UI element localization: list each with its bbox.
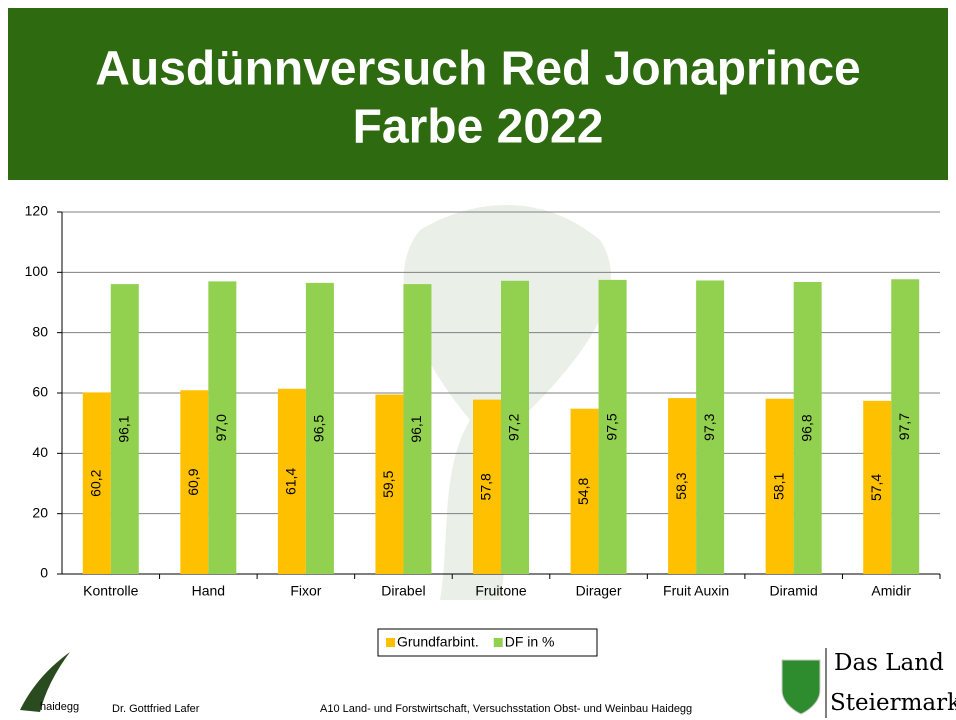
bar (82, 392, 111, 574)
chart-subtitle: Farbe 2022 (353, 101, 604, 154)
bar (598, 279, 627, 574)
bar (277, 388, 306, 574)
bar (765, 398, 794, 574)
x-tick-label: Dirabel (381, 583, 425, 599)
x-tick-label: Kontrolle (83, 583, 138, 599)
legend-swatch (386, 638, 395, 647)
haidegg-logo (20, 652, 70, 712)
author: Dr. Gottfried Lafer (112, 703, 200, 715)
bar (375, 394, 404, 574)
x-tick-label: Fruit Auxin (663, 583, 729, 599)
y-tick-label: 40 (32, 444, 48, 460)
x-tick-label: Amidir (871, 583, 911, 599)
value-label: 60,2 (87, 469, 103, 496)
value-label: 97,0 (213, 414, 229, 441)
x-tick-label: Diramid (770, 583, 818, 599)
x-tick-label: Dirager (576, 583, 622, 599)
bar (793, 281, 822, 574)
brand-line2: Steiermark (830, 690, 956, 716)
value-label: 96,1 (408, 415, 424, 442)
header-band (8, 8, 948, 180)
value-label: 57,8 (478, 473, 494, 500)
bar (696, 280, 725, 574)
value-label: 54,8 (575, 478, 591, 505)
bar (570, 408, 599, 574)
value-label: 61,4 (283, 468, 299, 495)
bar (180, 390, 209, 574)
x-tick-label: Hand (192, 583, 225, 599)
y-tick-label: 60 (32, 384, 48, 400)
institution: A10 Land- und Forstwirtschaft, Versuchss… (320, 703, 692, 715)
value-label: 60,9 (185, 468, 201, 495)
bar (403, 284, 432, 574)
value-label: 96,8 (798, 414, 814, 441)
coat-of-arms (781, 659, 821, 715)
value-label: 97,2 (506, 414, 522, 441)
bar (110, 284, 139, 574)
y-tick-label: 100 (25, 263, 49, 279)
chart-title: Ausdünnversuch Red Jonaprince (95, 43, 861, 96)
bar (305, 282, 334, 574)
bar (863, 400, 892, 574)
value-label: 58,3 (673, 472, 689, 499)
bar (891, 279, 920, 574)
bar (208, 281, 237, 574)
y-tick-label: 120 (25, 203, 49, 219)
y-tick-label: 80 (32, 323, 48, 339)
bar (501, 280, 529, 574)
value-label: 96,1 (115, 415, 131, 442)
value-label: 97,7 (896, 413, 912, 440)
legend-label: Grundfarbint. (397, 634, 479, 650)
value-label: 97,3 (701, 413, 717, 440)
y-tick-label: 20 (32, 504, 48, 520)
value-label: 96,5 (311, 415, 327, 442)
legend-swatch (493, 638, 503, 647)
y-tick-label: 0 (40, 565, 48, 581)
bar (473, 399, 501, 574)
value-label: 59,5 (380, 470, 396, 497)
value-label: 58,1 (770, 473, 786, 500)
legend (377, 628, 598, 657)
legend-label: DF in % (505, 634, 555, 650)
bar (668, 398, 697, 574)
value-label: 57,4 (868, 474, 884, 501)
brand-line1: Das Land (834, 650, 944, 676)
logo-text: haidegg (40, 701, 79, 713)
value-label: 97,5 (603, 413, 619, 440)
x-tick-label: Fixor (290, 583, 321, 599)
x-tick-label: Fruitone (475, 583, 527, 599)
